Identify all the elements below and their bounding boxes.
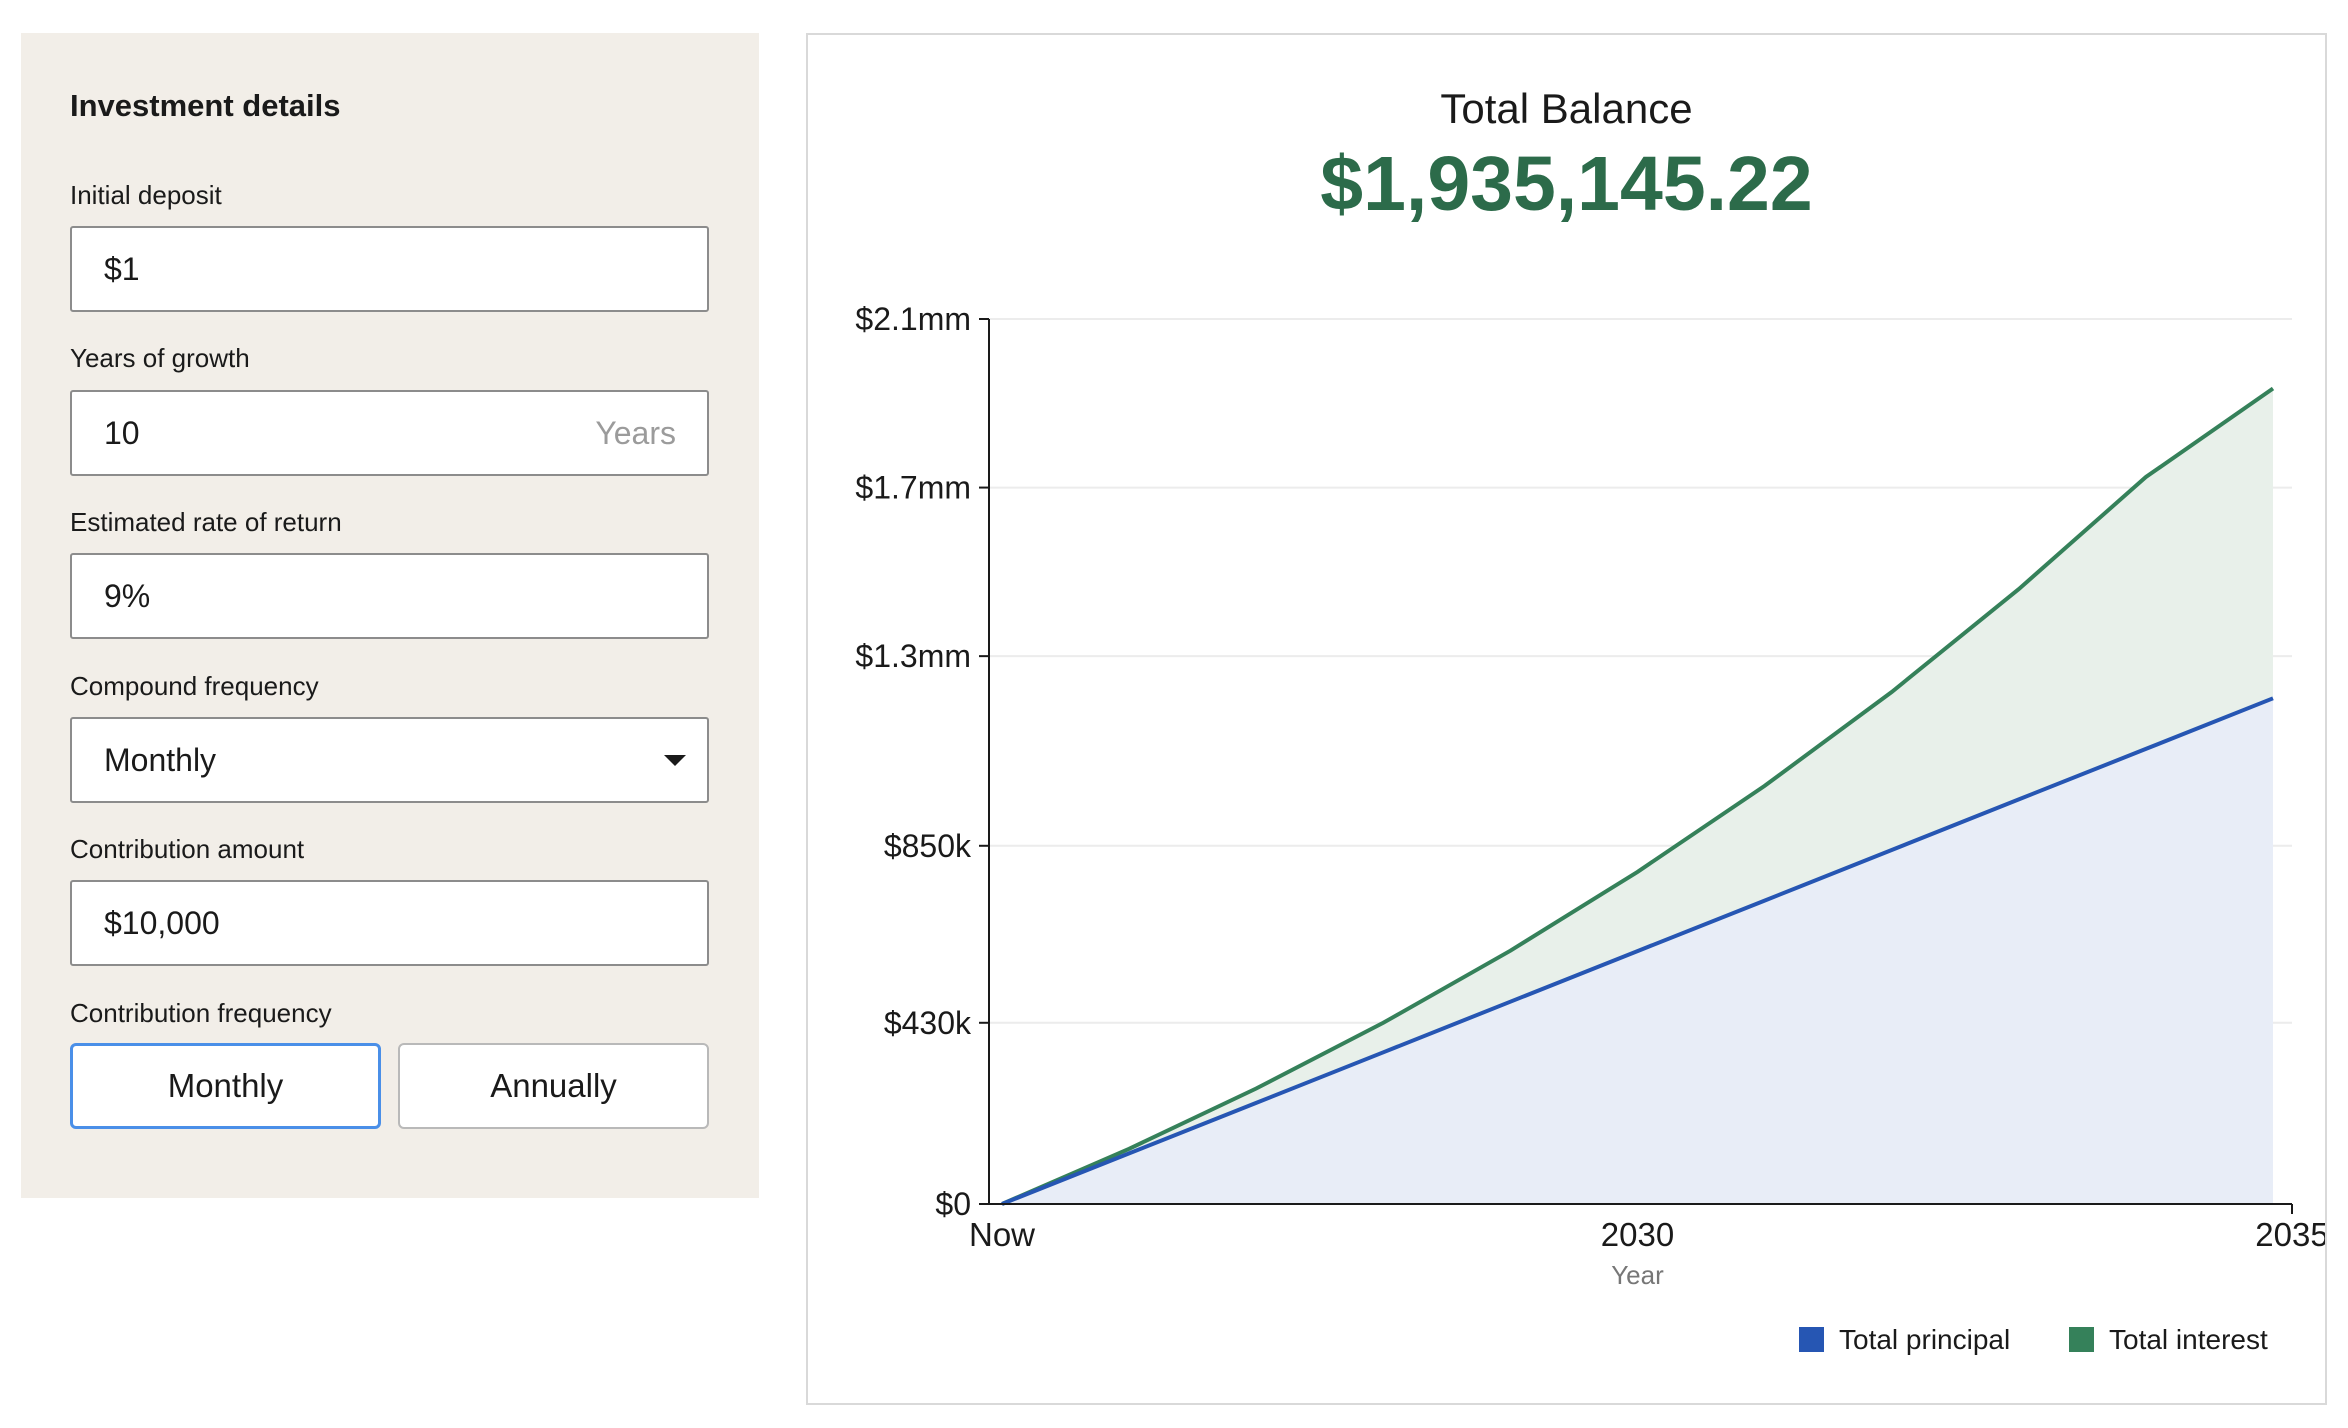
y-tick-label: $430k bbox=[884, 1005, 972, 1041]
total-interest-line bbox=[1001, 386, 2275, 1206]
years-of-growth-field[interactable]: Years bbox=[70, 390, 709, 476]
contribution-frequency-annually-button[interactable]: Annually bbox=[398, 1043, 709, 1129]
contribution-amount-field[interactable] bbox=[70, 880, 709, 966]
y-tick-label: $2.1mm bbox=[855, 301, 971, 337]
contribution-frequency-monthly-button[interactable]: Monthly bbox=[70, 1043, 381, 1129]
y-tick-label: $1.3mm bbox=[855, 638, 971, 674]
total-principal-line bbox=[1001, 696, 2274, 1206]
legend-swatch-interest bbox=[2069, 1327, 2094, 1352]
compound-frequency-label: Compound frequency bbox=[70, 671, 319, 701]
total-balance-label: Total Balance bbox=[1440, 85, 1693, 132]
years-suffix: Years bbox=[595, 415, 676, 451]
chevron-down-icon[interactable] bbox=[664, 755, 686, 766]
interest-area bbox=[1002, 388, 2273, 1204]
y-tick-label: $1.7mm bbox=[855, 470, 971, 506]
investment-details-panel: Investment details Initial deposit Years… bbox=[21, 33, 759, 1198]
legend-label-principal: Total principal bbox=[1839, 1324, 2010, 1355]
rate-of-return-field[interactable] bbox=[70, 553, 709, 639]
contribution-amount-input[interactable] bbox=[104, 882, 604, 964]
years-of-growth-input[interactable] bbox=[104, 392, 504, 474]
y-tick-label: $0 bbox=[935, 1186, 971, 1222]
form-title: Investment details bbox=[70, 88, 341, 123]
x-tick-label: Now bbox=[969, 1216, 1035, 1253]
years-of-growth-label: Years of growth bbox=[70, 343, 250, 373]
contribution-amount-label: Contribution amount bbox=[70, 834, 305, 864]
initial-deposit-label: Initial deposit bbox=[70, 180, 222, 210]
contribution-frequency-label: Contribution frequency bbox=[70, 998, 332, 1028]
x-tick-label: 2030 bbox=[1601, 1216, 1674, 1253]
y-tick-label: $850k bbox=[884, 828, 972, 864]
compound-frequency-value: Monthly bbox=[104, 742, 217, 778]
total-balance-value: $1,935,145.22 bbox=[1320, 141, 1813, 227]
chart-panel: Total Balance $1,935,145.22 $0 $430k $850k… bbox=[806, 33, 2327, 1405]
balance-chart: $0 $430k $850k $1.3mm $1.7mm $2.1mm Now 2030 203… bbox=[855, 301, 2325, 1355]
initial-deposit-field[interactable] bbox=[70, 226, 709, 312]
legend-swatch-principal bbox=[1799, 1327, 1824, 1352]
initial-deposit-input[interactable] bbox=[104, 228, 604, 310]
rate-of-return-label: Estimated rate of return bbox=[70, 507, 342, 537]
rate-of-return-input[interactable] bbox=[104, 555, 604, 637]
x-tick-label: 2035 bbox=[2255, 1216, 2325, 1253]
x-axis-label: Year bbox=[1611, 1260, 1664, 1290]
compound-frequency-select[interactable]: Monthly bbox=[70, 717, 709, 803]
legend-label-interest: Total interest bbox=[2109, 1324, 2268, 1355]
